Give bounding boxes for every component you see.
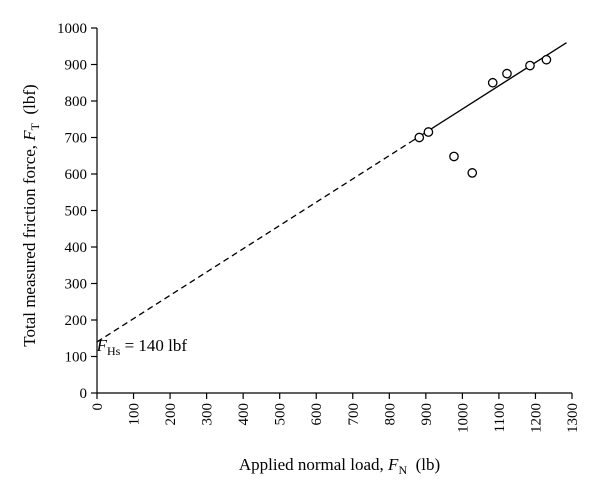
x-ticks: 0 100 200 300 400 500 600 700 800 900 1000 1100 1200… (90, 393, 581, 433)
annotation-var: F (96, 336, 108, 355)
y-axis-label-unit: (lbf) (20, 84, 39, 123)
data-point (525, 60, 535, 71)
y-tick-label: 800 (65, 94, 88, 110)
x-tick-label: 1300 (565, 403, 581, 433)
fit-line (96, 42, 567, 343)
y-tick-label: 1000 (57, 21, 87, 37)
y-axis-label-sub: T (28, 122, 42, 130)
x-tick-label: 100 (127, 403, 143, 426)
y-axis-label-main: Total measured friction force, (20, 141, 39, 347)
y-tick-label: 600 (65, 167, 88, 183)
x-tick-label: 700 (346, 403, 362, 426)
x-axis-label: Applied normal load, FN (lb) (239, 455, 440, 477)
y-tick-label: 900 (65, 58, 88, 74)
x-tick-label: 300 (200, 403, 216, 426)
x-axis-label-unit: (lb) (407, 455, 440, 474)
y-axis-label-var: F (20, 130, 39, 142)
data-point (414, 132, 425, 143)
data-point (541, 54, 552, 65)
annotation-text: = 140 lbf (120, 336, 187, 355)
y-tick-label: 100 (65, 350, 88, 366)
fit-line-solid (410, 42, 567, 143)
x-tick-label: 1100 (492, 403, 508, 432)
x-tick-label: 600 (309, 403, 325, 426)
data-point (467, 168, 478, 178)
fit-line-dashed (96, 141, 412, 343)
data-point (487, 77, 498, 88)
x-tick-label: 400 (236, 403, 252, 426)
x-tick-label: 200 (163, 403, 179, 426)
x-tick-label: 1000 (455, 403, 471, 433)
y-tick-label: 400 (65, 240, 88, 256)
y-tick-label: 300 (65, 277, 88, 293)
x-axis-label-main: Applied normal load, (239, 455, 388, 474)
y-ticks: 0 100 200 300 400 500 600 700 800 900 1000 (57, 21, 97, 402)
x-tick-label: 900 (419, 403, 435, 426)
x-tick-label: 1200 (528, 403, 544, 433)
y-tick-label: 700 (65, 131, 88, 147)
data-point (502, 68, 512, 79)
data-points (414, 54, 552, 178)
data-point (423, 127, 434, 137)
x-tick-label: 800 (382, 403, 398, 426)
x-tick-label: 500 (273, 403, 289, 426)
annotation-intercept: FHs = 140 lbf (96, 336, 188, 358)
x-tick-label: 0 (90, 403, 106, 411)
y-axis-label: Total measured friction force, FT (lbf) (20, 84, 42, 346)
x-axis-label-var: F (387, 455, 399, 474)
data-point (449, 151, 459, 162)
x-axis-label-sub: N (398, 463, 407, 477)
y-tick-label: 200 (65, 313, 88, 329)
y-tick-label: 0 (80, 386, 88, 402)
y-tick-label: 500 (65, 204, 88, 220)
annotation-sub: Hs (107, 344, 121, 358)
